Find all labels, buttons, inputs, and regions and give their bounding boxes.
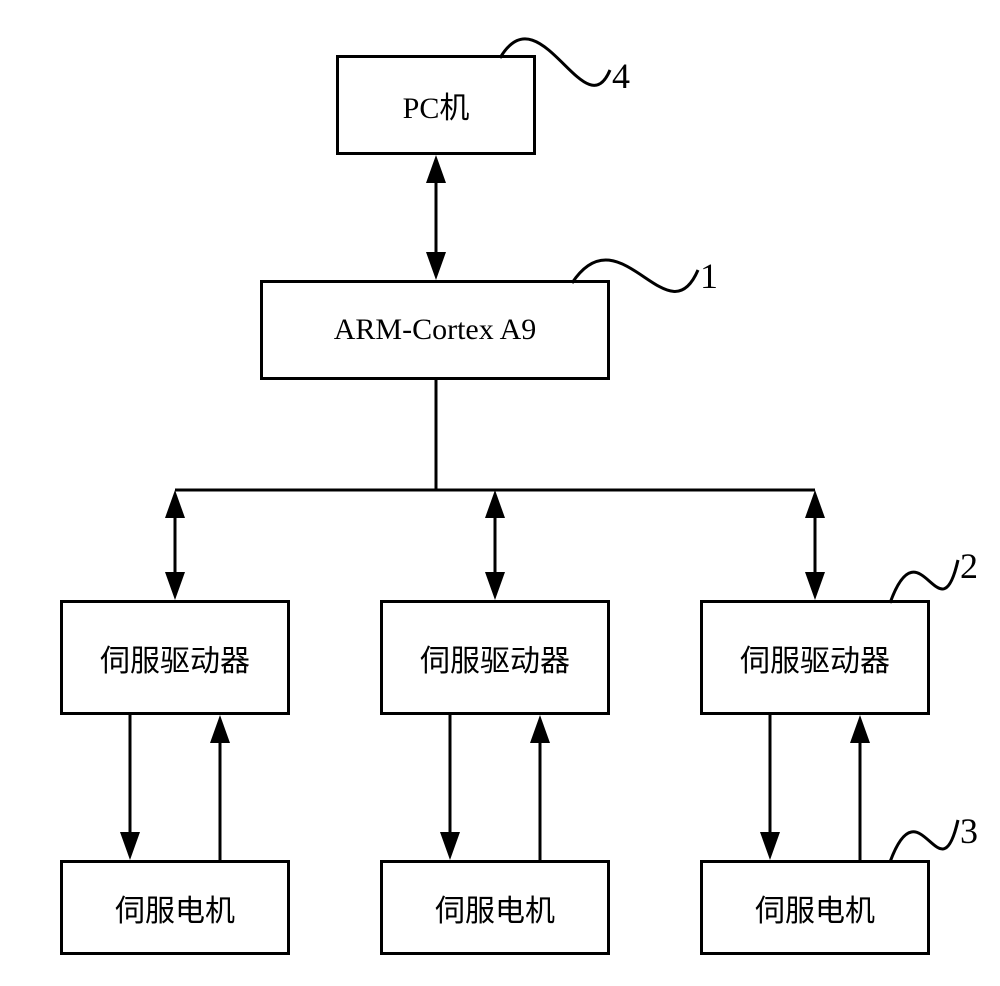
node-driver-right: 伺服驱动器 — [700, 600, 930, 715]
node-motor-right-label: 伺服电机 — [755, 886, 875, 930]
node-motor-right: 伺服电机 — [700, 860, 930, 955]
node-driver-left-label: 伺服驱动器 — [100, 636, 250, 680]
node-motor-left-label: 伺服电机 — [115, 886, 235, 930]
node-driver-right-label: 伺服驱动器 — [740, 636, 890, 680]
node-driver-mid-label: 伺服驱动器 — [420, 636, 570, 680]
node-motor-mid-label: 伺服电机 — [435, 886, 555, 930]
node-arm: ARM-Cortex A9 — [260, 280, 610, 380]
ref-label-4: 4 — [612, 55, 630, 97]
ref-label-1: 1 — [700, 255, 718, 297]
node-pc: PC机 — [336, 55, 536, 155]
node-driver-left: 伺服驱动器 — [60, 600, 290, 715]
ref-label-3: 3 — [960, 810, 978, 852]
node-motor-mid: 伺服电机 — [380, 860, 610, 955]
node-pc-label: PC机 — [403, 83, 470, 127]
node-motor-left: 伺服电机 — [60, 860, 290, 955]
node-arm-label: ARM-Cortex A9 — [334, 313, 537, 347]
node-driver-mid: 伺服驱动器 — [380, 600, 610, 715]
servo-system-diagram: PC机 ARM-Cortex A9 伺服驱动器 伺服驱动器 伺服驱动器 伺服电机… — [0, 0, 1000, 986]
ref-label-2: 2 — [960, 545, 978, 587]
